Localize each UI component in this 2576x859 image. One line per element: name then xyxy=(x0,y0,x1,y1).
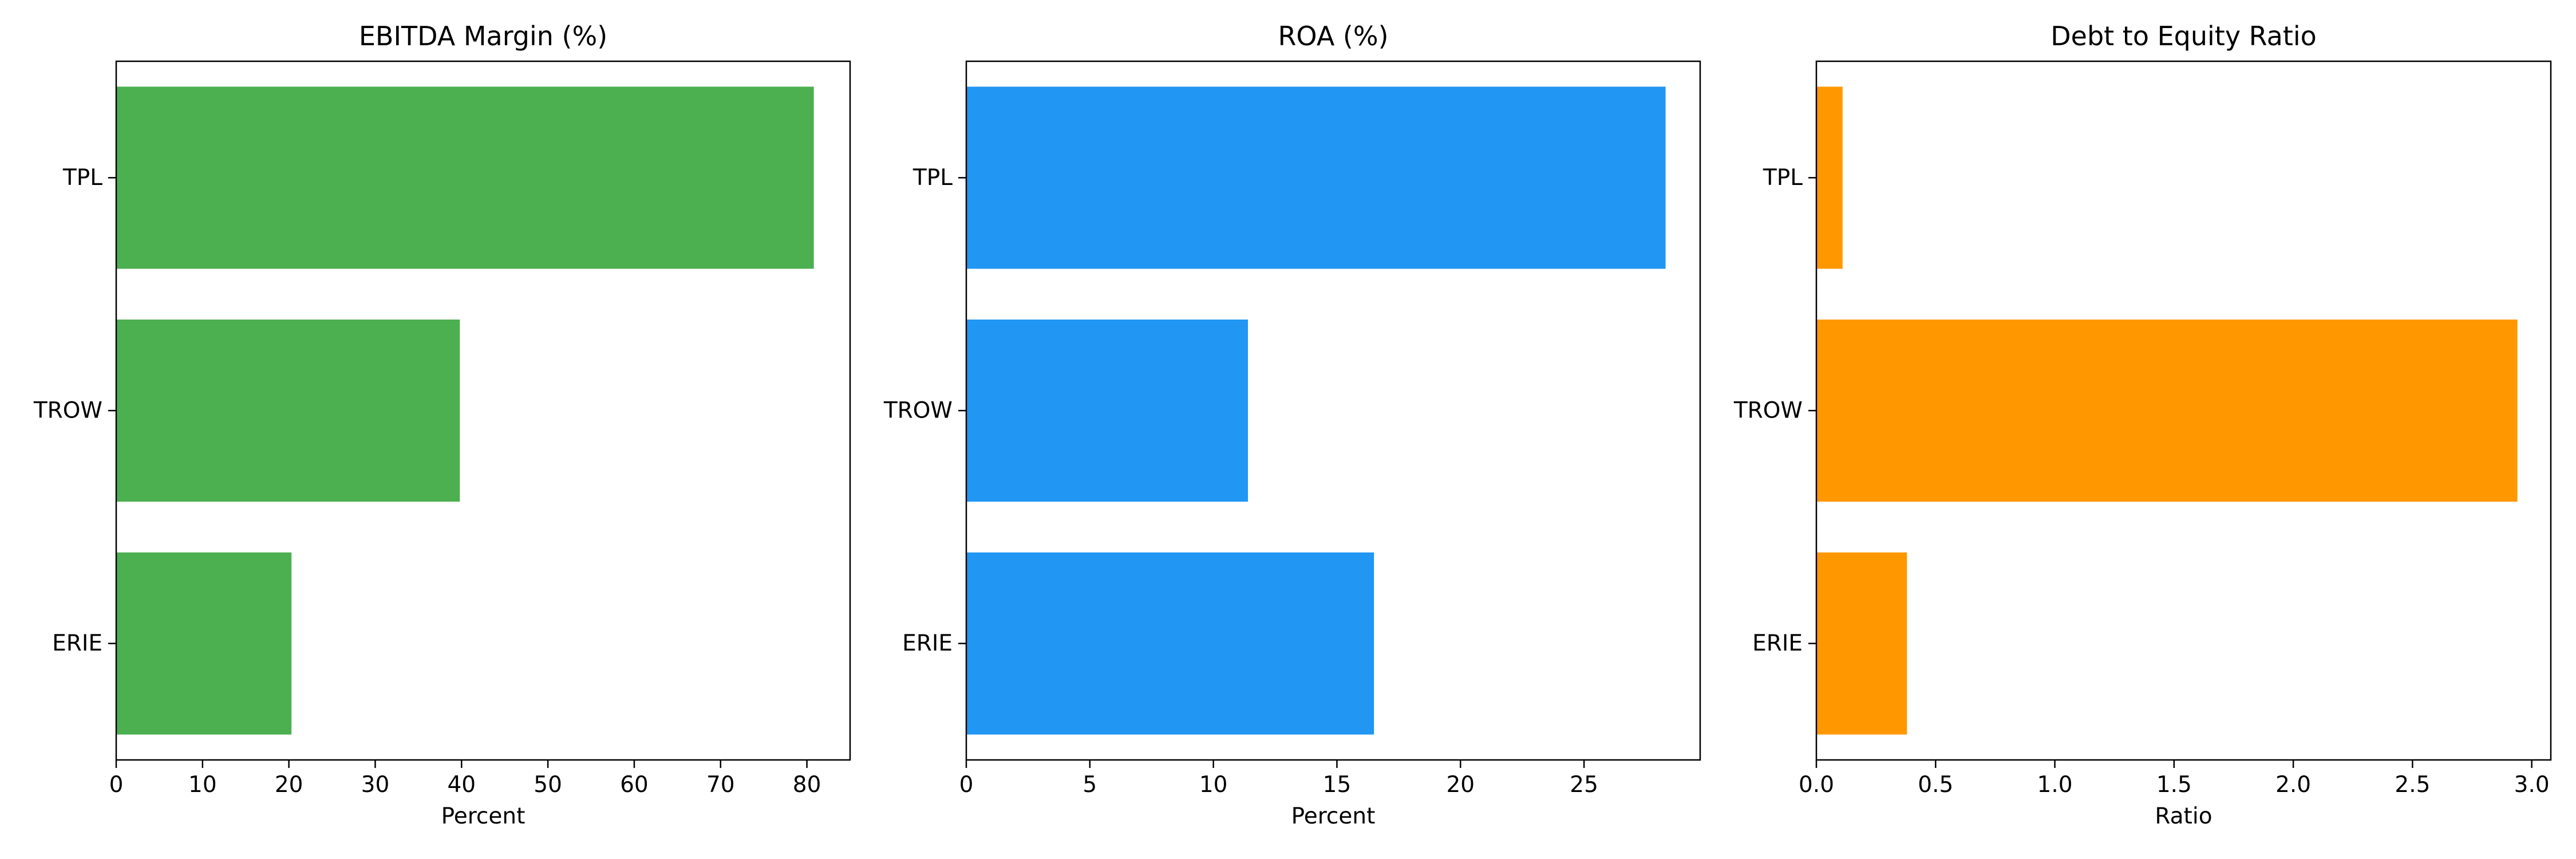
y-tick-label: TPL xyxy=(1763,165,1803,191)
x-tick-label: 2.0 xyxy=(2275,772,2311,798)
chart-title: ROA (%) xyxy=(1278,21,1388,52)
x-tick-label: 0 xyxy=(109,772,124,798)
x-tick-label: 0 xyxy=(959,772,974,798)
bar-tpl xyxy=(116,86,814,269)
x-tick-label: 60 xyxy=(620,772,649,798)
y-tick-label: ERIE xyxy=(52,631,102,656)
chart-panel-2: TPL TROW ERIE 0 5 10 15 20 25 Percent ROA (%) xyxy=(883,21,1701,829)
y-tick-label: TPL xyxy=(62,165,102,191)
x-tick-label: 10 xyxy=(1199,772,1228,798)
x-tick-label: 20 xyxy=(1446,772,1475,798)
x-tick-label: 2.5 xyxy=(2395,772,2430,798)
x-tick-label: 80 xyxy=(793,772,821,798)
x-tick-label: 15 xyxy=(1323,772,1352,798)
x-tick-label: 0.5 xyxy=(1918,772,1953,798)
x-tick-label: 40 xyxy=(447,772,476,798)
bar-erie xyxy=(1816,552,1907,735)
chart-title: EBITDA Margin (%) xyxy=(359,21,607,52)
x-axis-label: Percent xyxy=(441,803,526,829)
x-axis-label: Ratio xyxy=(2155,803,2212,829)
x-tick-label: 50 xyxy=(534,772,562,798)
x-tick-label: 5 xyxy=(1082,772,1097,798)
y-tick-label: TPL xyxy=(912,165,953,191)
x-tick-label: 1.0 xyxy=(2037,772,2073,798)
x-tick-label: 0.0 xyxy=(1799,772,1834,798)
x-tick-label: 3.0 xyxy=(2514,772,2550,798)
x-tick-label: 20 xyxy=(275,772,303,798)
x-tick-label: 70 xyxy=(706,772,735,798)
y-tick-label: TROW xyxy=(883,398,953,424)
bar-erie xyxy=(966,552,1374,735)
x-tick-label: 30 xyxy=(361,772,390,798)
chart-panel-1: TPL TROW ERIE 0 10 20 30 40 50 60 70 80 Percent EBITD… xyxy=(33,21,851,829)
x-tick-label: 10 xyxy=(188,772,217,798)
y-tick-label: TROW xyxy=(33,398,102,424)
bar-erie xyxy=(116,552,292,735)
y-tick-label: ERIE xyxy=(1752,631,1803,656)
y-tick-label: ERIE xyxy=(902,631,953,656)
bar-trow xyxy=(116,320,460,502)
chart-panel-3: TPL TROW ERIE 0.0 0.5 1.0 1.5 2.0 2.5 3.0 Ratio Deb… xyxy=(1733,21,2552,829)
y-tick-label: TROW xyxy=(1733,398,1803,424)
x-tick-label: 25 xyxy=(1570,772,1598,798)
bar-trow xyxy=(966,320,1249,502)
bar-tpl xyxy=(966,86,1666,269)
x-axis-label: Percent xyxy=(1291,803,1376,829)
bar-trow xyxy=(1816,320,2518,502)
x-tick-label: 1.5 xyxy=(2156,772,2192,798)
chart-title: Debt to Equity Ratio xyxy=(2050,21,2317,52)
bar-tpl xyxy=(1816,86,1843,269)
